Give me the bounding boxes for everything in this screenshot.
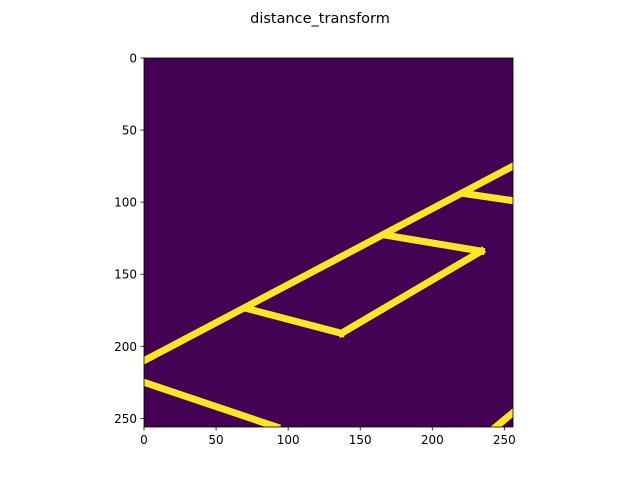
x-tick-label: 200	[421, 433, 444, 447]
y-tick-label: 0	[129, 52, 137, 66]
segment-2	[243, 304, 346, 338]
y-tick-label: 100	[114, 196, 137, 210]
segment-1	[144, 378, 282, 427]
x-axis: 0 50 100 150 200 250	[140, 427, 516, 447]
x-tick-label: 100	[277, 433, 300, 447]
x-tick-label: 0	[140, 433, 148, 447]
x-tick-label: 50	[208, 433, 223, 447]
y-tick-label: 250	[114, 412, 137, 426]
y-tick-label: 50	[122, 124, 137, 138]
segment-5	[460, 189, 513, 205]
y-tick-label: 200	[114, 340, 137, 354]
x-tick-label: 250	[493, 433, 516, 447]
segment-4	[382, 231, 486, 256]
heatmap-background	[144, 58, 513, 427]
y-tick-label: 150	[114, 268, 137, 282]
heatmap-segments	[144, 162, 513, 427]
chart-title: distance_transform	[250, 11, 390, 27]
plot-frame	[143, 57, 514, 428]
segment-3	[336, 246, 487, 339]
x-tick-label: 150	[349, 433, 372, 447]
segment-0	[144, 162, 513, 365]
segment-6	[490, 408, 513, 427]
y-axis: 0 50 100 150 200 250	[114, 52, 144, 426]
